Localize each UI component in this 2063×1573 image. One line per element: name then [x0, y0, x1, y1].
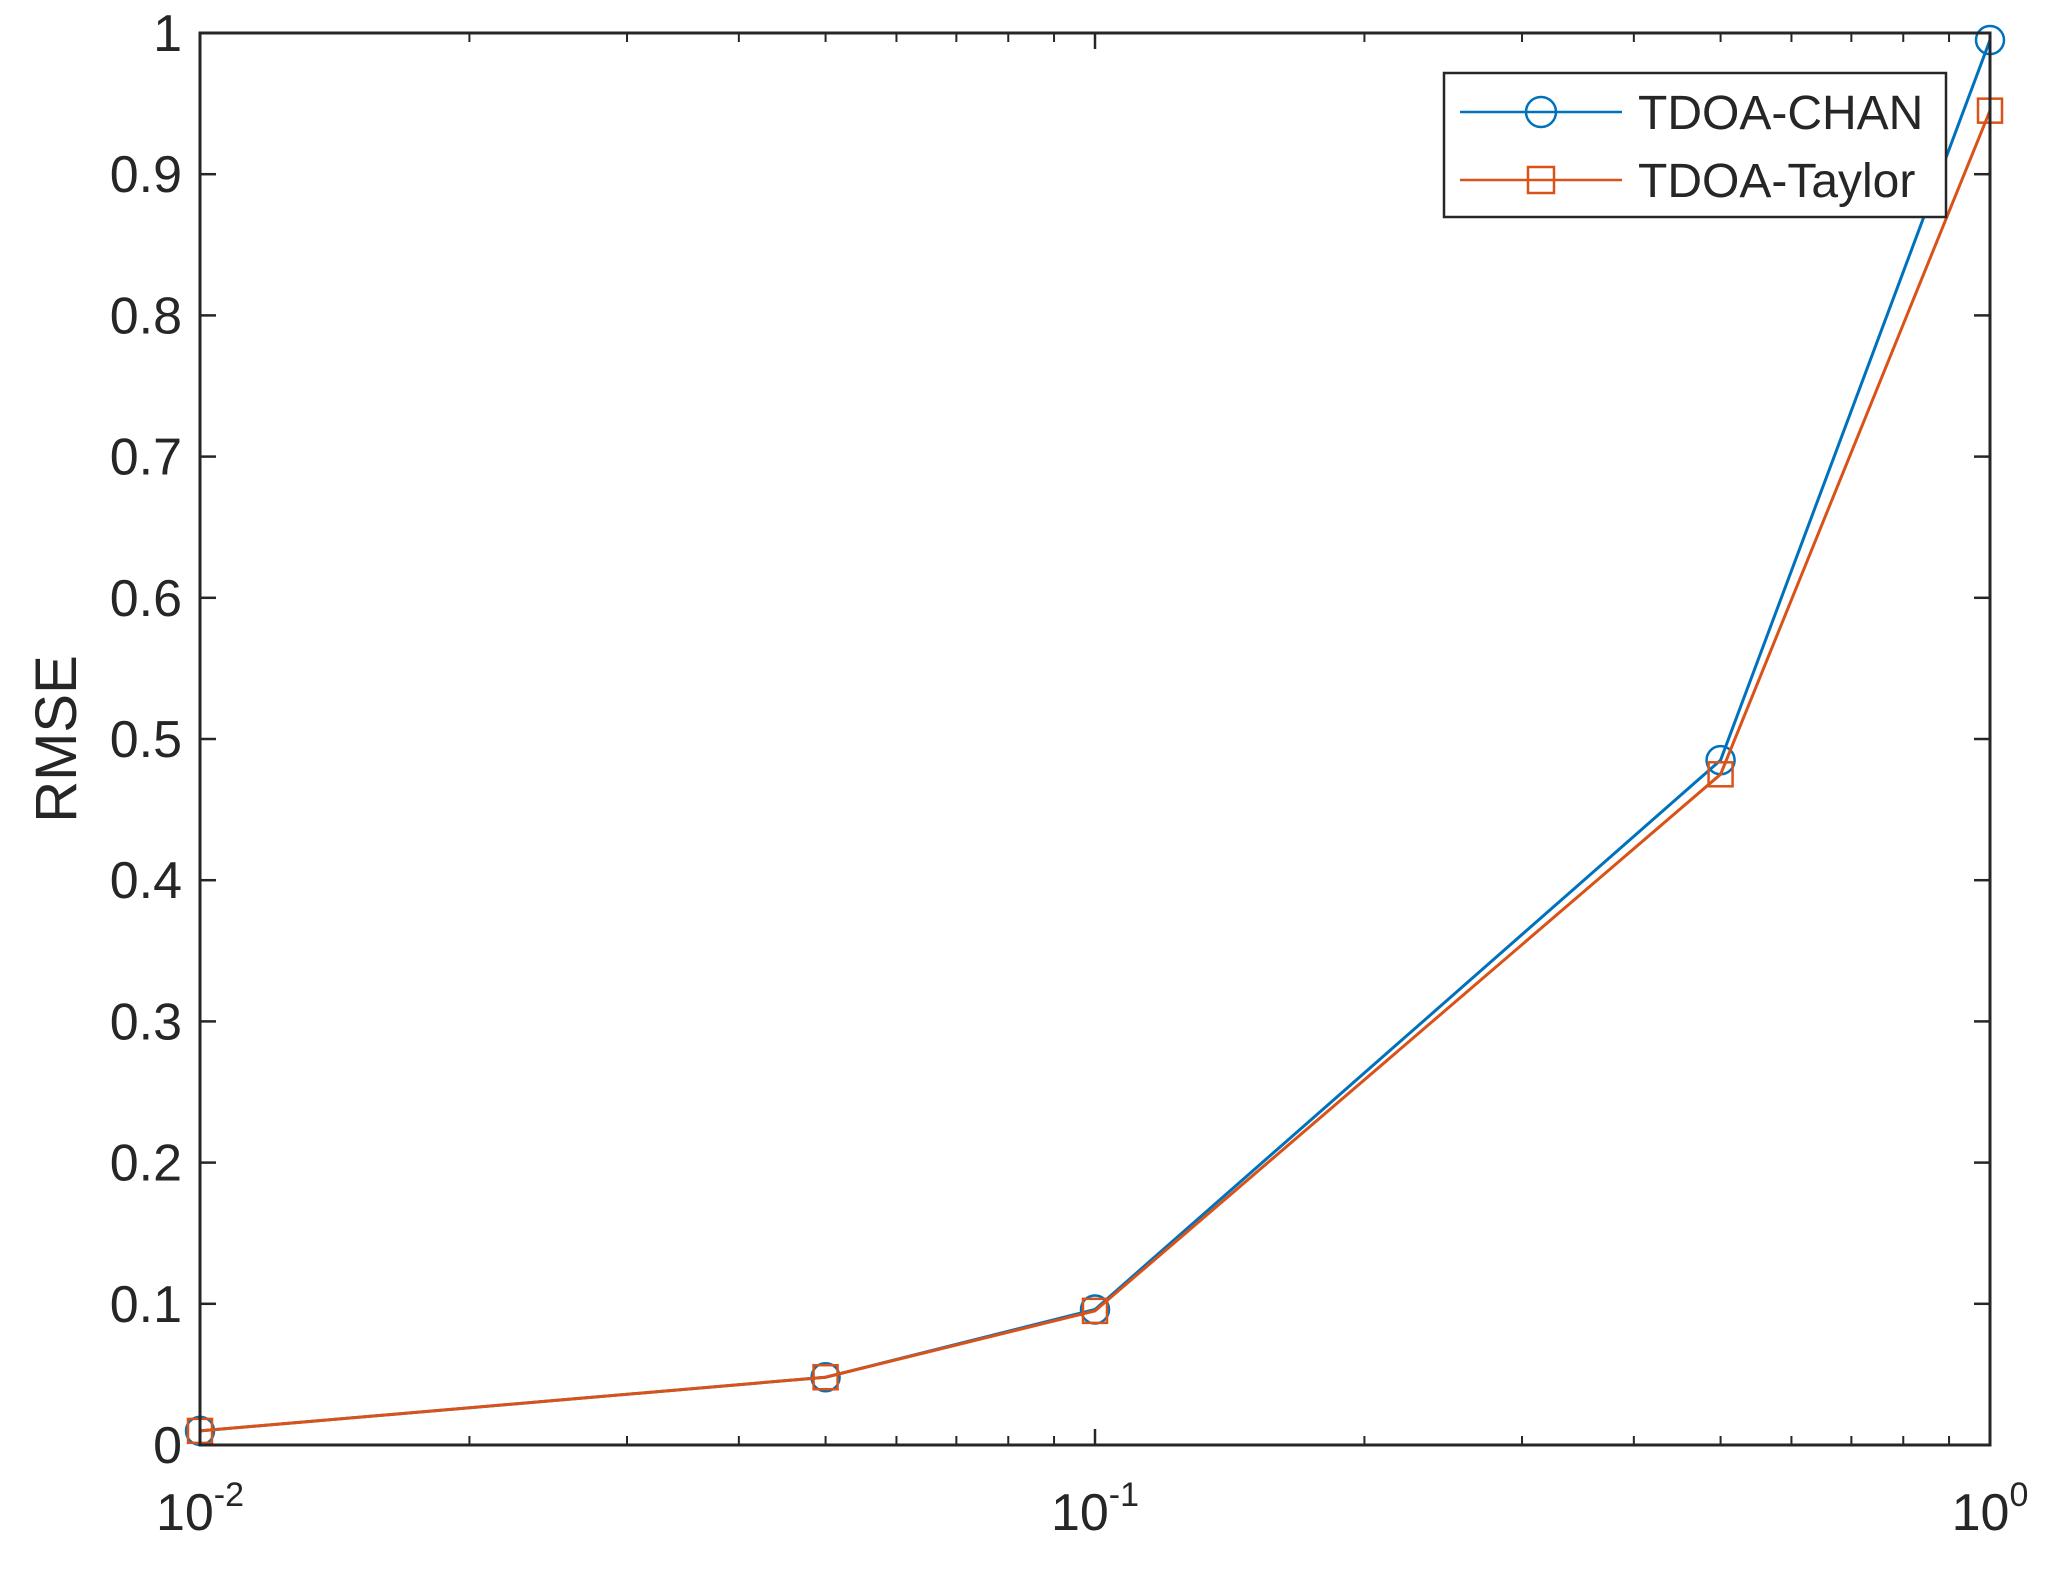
x-tick-labels: 10-2 10-1 100	[156, 1476, 2028, 1542]
y-tick-label: 0.5	[110, 711, 182, 769]
y-tick-label: 1	[153, 5, 182, 63]
y-tick-label: 0.4	[110, 852, 182, 910]
series-line-tdoa-taylor	[199, 110, 1992, 1433]
data-point-tdoa-taylor	[812, 1363, 839, 1391]
y-tick-label: 0.8	[110, 287, 182, 345]
legend-marker-tdoa-chan	[1524, 95, 1558, 129]
x-tick-label: 10-2	[156, 1476, 244, 1542]
series-layer	[184, 24, 2006, 1447]
plot-area	[200, 33, 1990, 1445]
y-tick-label: 0.3	[110, 993, 182, 1051]
legend: TDOA-CHAN TDOA-Taylor	[1442, 71, 1948, 219]
x-tick-label: 100	[1952, 1476, 2029, 1542]
y-tick-label: 0.7	[110, 429, 182, 487]
y-tick-label: 0.2	[110, 1135, 182, 1193]
legend-label-tdoa-taylor: TDOA-Taylor	[1638, 155, 1915, 208]
y-tick-labels: 0 0.1 0.2 0.3 0.4 0.5 0.6 0.7 0.8 0.9 1	[110, 5, 182, 1475]
legend-marker-tdoa-taylor	[1526, 165, 1556, 195]
y-axis-label: RMSE	[24, 655, 89, 823]
x-tick-label: 10-1	[1051, 1476, 1139, 1542]
y-tick-label: 0.1	[110, 1276, 182, 1334]
data-point-tdoa-taylor	[1081, 1297, 1109, 1325]
data-point-tdoa-taylor	[1707, 761, 1734, 788]
y-tick-label: 0.6	[110, 570, 182, 628]
legend-label-tdoa-chan: TDOA-CHAN	[1638, 87, 1923, 140]
axes-box	[198, 31, 1992, 1447]
y-tick-label: 0.9	[110, 146, 182, 204]
y-tick-label: 0	[153, 1417, 182, 1475]
